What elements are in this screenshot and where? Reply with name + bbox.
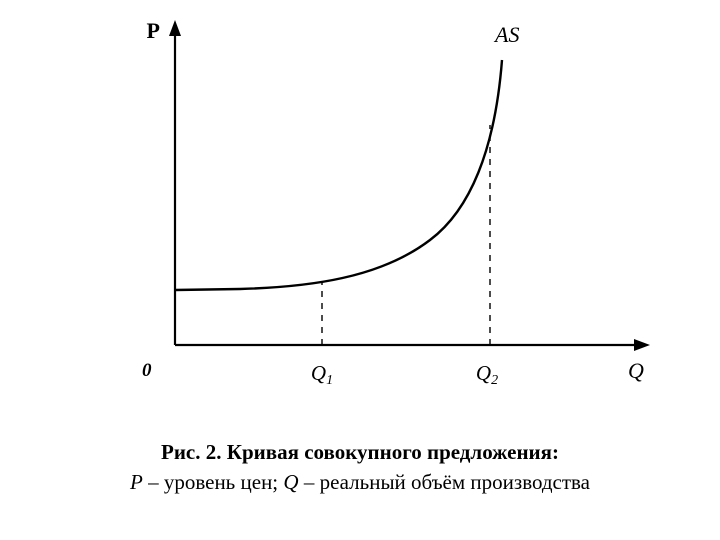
caption-text-2: – реальный объём производства [299,470,590,494]
x-tick-q1: Q1 [311,361,333,388]
x-tick-q2: Q2 [476,361,498,388]
chart-svg: P 0 AS Q1 Q2 Q [0,0,720,420]
x-axis-label: Q [628,358,644,383]
y-axis-arrow [169,20,181,36]
caption-var-p: P [130,470,143,494]
x-axis-arrow [634,339,650,351]
caption-var-q: Q [283,470,298,494]
as-curve [175,60,502,290]
origin-label: 0 [142,360,152,381]
y-axis-label: P [147,18,160,43]
caption-legend: P – уровень цен; Q – реальный объём прои… [0,470,720,495]
caption-title: Рис. 2. Кривая совокупного предложения: [0,440,720,465]
curve-label: AS [493,22,519,47]
caption-text-1: – уровень цен; [143,470,284,494]
as-curve-chart: P 0 AS Q1 Q2 Q Рис. 2. Кривая совокупног… [0,0,720,540]
